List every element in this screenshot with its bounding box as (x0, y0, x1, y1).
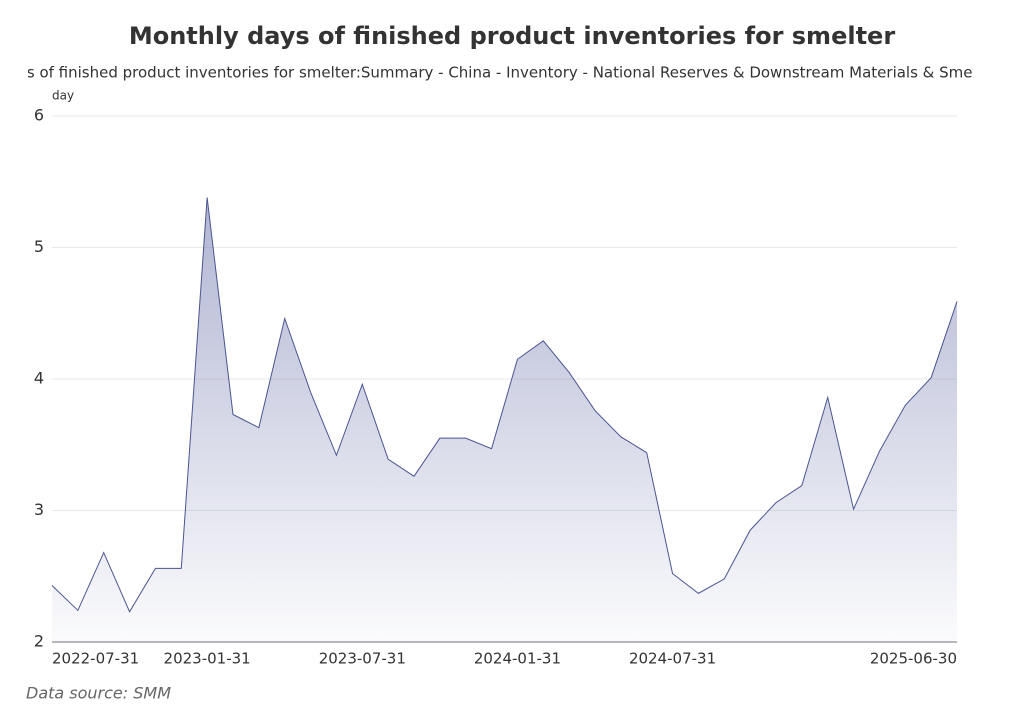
chart-title: Monthly days of finished product invento… (129, 22, 895, 50)
y-tick-label: 3 (34, 500, 44, 519)
x-tick-label: 2022-07-31 (52, 650, 139, 668)
y-tick-label: 6 (34, 106, 44, 125)
x-tick-label: 2023-01-31 (164, 650, 251, 668)
y-tick-label: 5 (34, 237, 44, 256)
y-unit: day (52, 89, 74, 103)
y-tick-label: 2 (34, 632, 44, 651)
chart-subtitle: ys of finished product inventories for s… (18, 64, 973, 82)
x-tick-label: 2024-01-31 (474, 650, 561, 668)
x-tick-label: 2024-07-31 (629, 650, 716, 668)
y-tick-label: 4 (34, 369, 44, 388)
area (52, 197, 957, 642)
source: Data source: SMM (26, 684, 171, 703)
line (51, 197, 958, 613)
x-tick-label: 2025-06-30 (870, 650, 957, 668)
x-tick-label: 2023-07-31 (319, 650, 406, 668)
